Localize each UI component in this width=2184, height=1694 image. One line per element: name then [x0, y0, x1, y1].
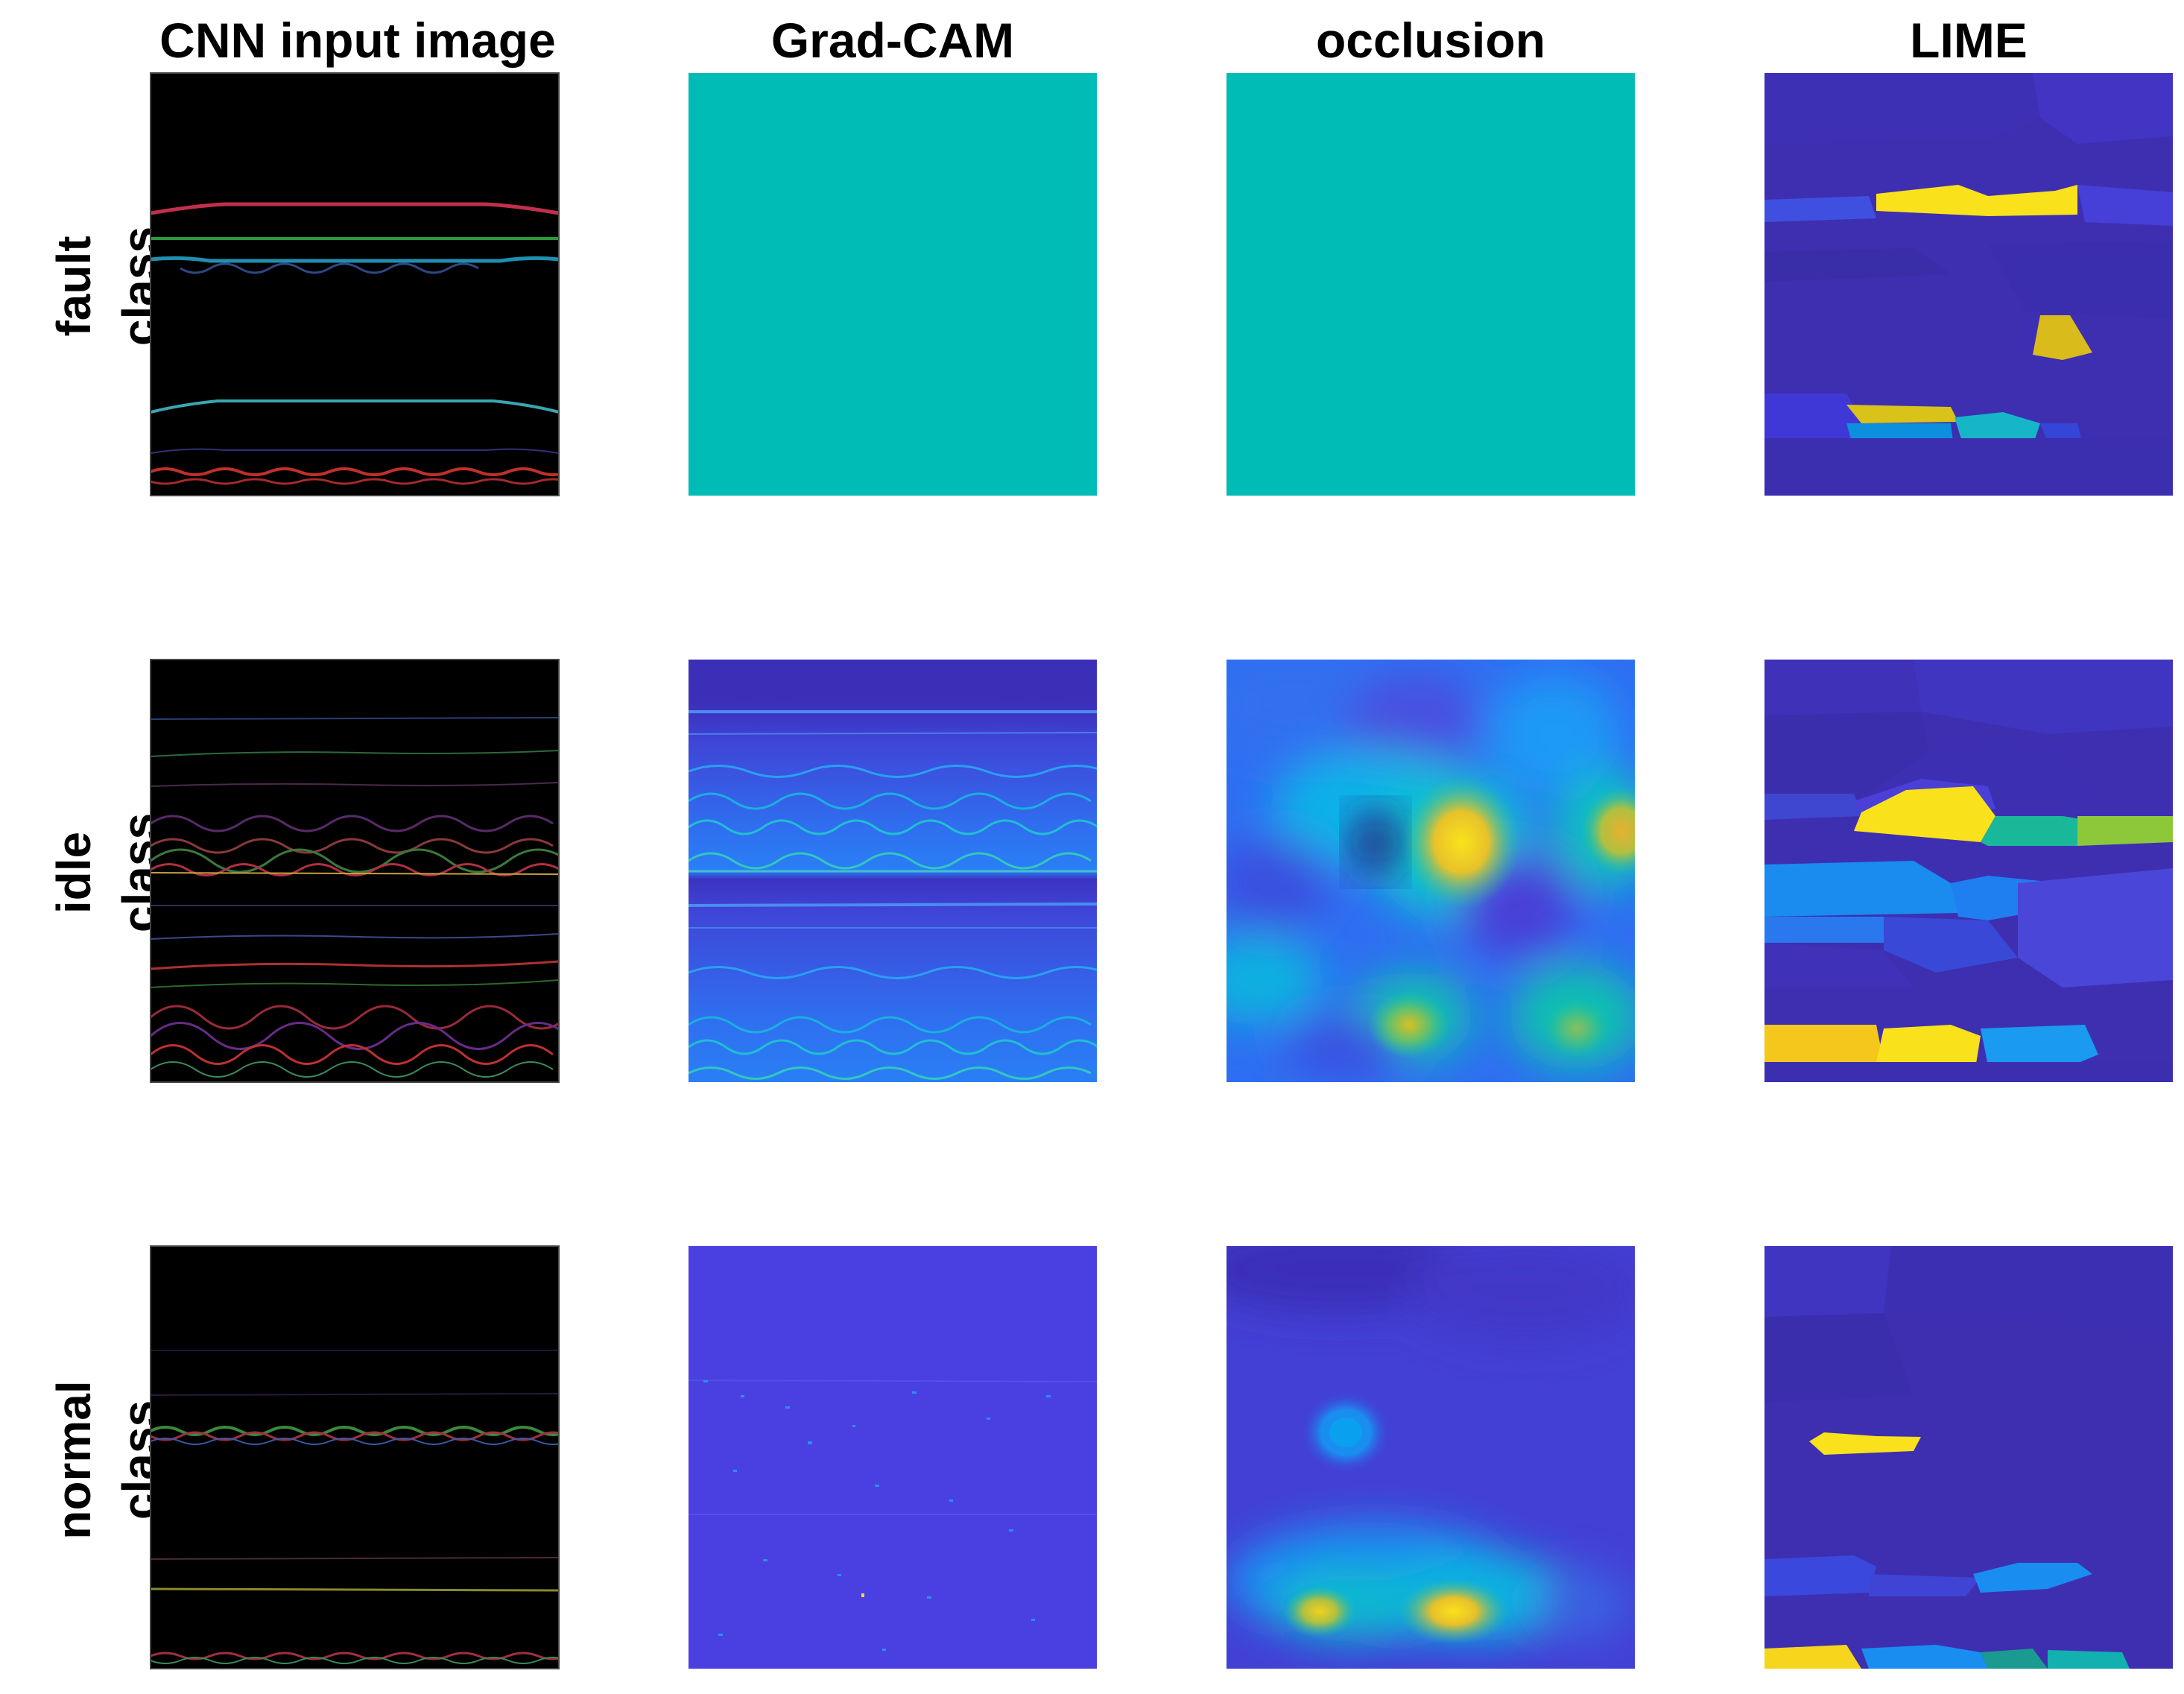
panel-fault-cnn-input — [150, 72, 560, 496]
column-title-occlusion: occlusion — [1315, 13, 1546, 68]
column-title-grad-cam: Grad-CAM — [770, 13, 1015, 68]
panel-fault-grad-cam — [689, 73, 1097, 496]
row-label-idle: idle class — [47, 812, 166, 933]
panel-idle-grad-cam — [689, 660, 1097, 1082]
panel-normal-cnn-input — [150, 1245, 560, 1669]
panel-normal-lime — [1764, 1246, 2173, 1669]
panel-fault-lime — [1764, 73, 2173, 496]
panel-normal-occlusion — [1226, 1246, 1635, 1669]
panel-idle-cnn-input — [150, 659, 560, 1083]
panel-fault-occlusion — [1226, 73, 1635, 496]
panel-normal-grad-cam — [689, 1246, 1097, 1669]
panel-idle-occlusion — [1226, 660, 1635, 1082]
row-label-fault: fault class — [47, 226, 166, 347]
column-title-cnn-input: CNN input image — [159, 13, 556, 68]
column-title-lime: LIME — [1910, 13, 2028, 68]
panel-idle-lime — [1764, 660, 2173, 1082]
row-label-normal: normal class — [47, 1380, 166, 1540]
